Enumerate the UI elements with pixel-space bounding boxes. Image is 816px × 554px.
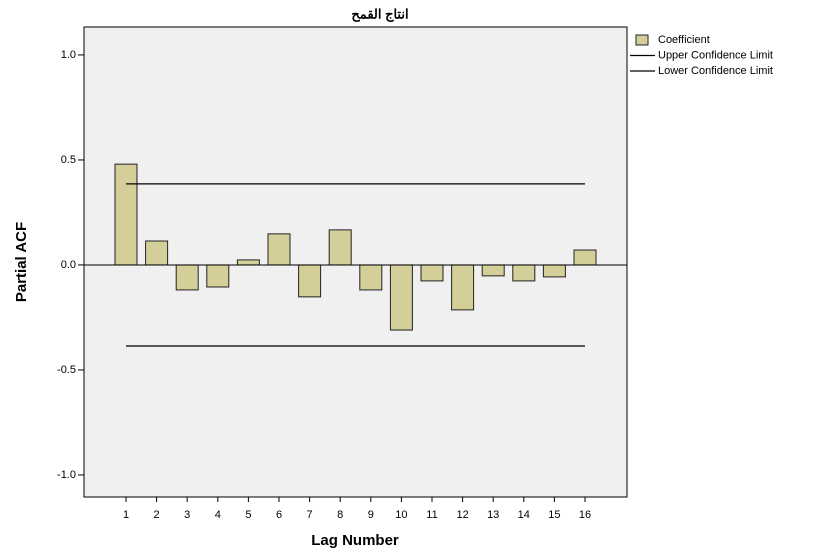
x-tick-label: 5 [245,509,251,521]
x-tick-label: 4 [215,509,221,521]
x-tick-label: 15 [548,509,560,521]
x-tick-label: 6 [276,509,282,521]
legend-label: Coefficient [658,34,710,46]
x-tick-label: 13 [487,509,499,521]
bar [359,264,383,291]
y-tick-label: 0.0 [61,259,76,271]
x-tick-label: 7 [307,509,313,521]
bar [298,264,322,298]
x-tick-label: 10 [395,509,407,521]
bar [114,163,138,266]
legend-swatch [635,34,649,46]
bar [389,264,413,331]
x-tick-label: 2 [154,509,160,521]
bar [328,229,352,266]
chart-title: انتاج القمح [351,6,408,22]
bar [451,264,475,311]
bar [236,259,260,266]
bar [573,249,597,266]
bar [542,264,566,278]
x-tick-label: 12 [456,509,468,521]
y-tick-label: -0.5 [57,364,76,376]
legend-label: Lower Confidence Limit [658,65,773,77]
bar [175,264,199,291]
x-tick-label: 3 [184,509,190,521]
x-tick-label: 14 [518,509,530,521]
bar [512,264,536,282]
x-tick-label: 9 [368,509,374,521]
y-tick-label: 1.0 [61,49,76,61]
x-tick-label: 8 [337,509,343,521]
x-tick-label: 1 [123,509,129,521]
bar [145,240,169,266]
y-axis-label: Partial ACF [13,222,30,302]
bar [267,233,291,266]
bar [481,264,505,277]
bar [206,264,230,288]
bar [420,264,444,282]
y-tick-label: -1.0 [57,469,76,481]
legend-label: Upper Confidence Limit [658,49,773,61]
x-tick-label: 16 [579,509,591,521]
x-tick-label: 11 [426,509,437,521]
y-tick-label: 0.5 [61,154,76,166]
plot-area [83,26,628,498]
x-axis-label: Lag Number [311,532,399,549]
